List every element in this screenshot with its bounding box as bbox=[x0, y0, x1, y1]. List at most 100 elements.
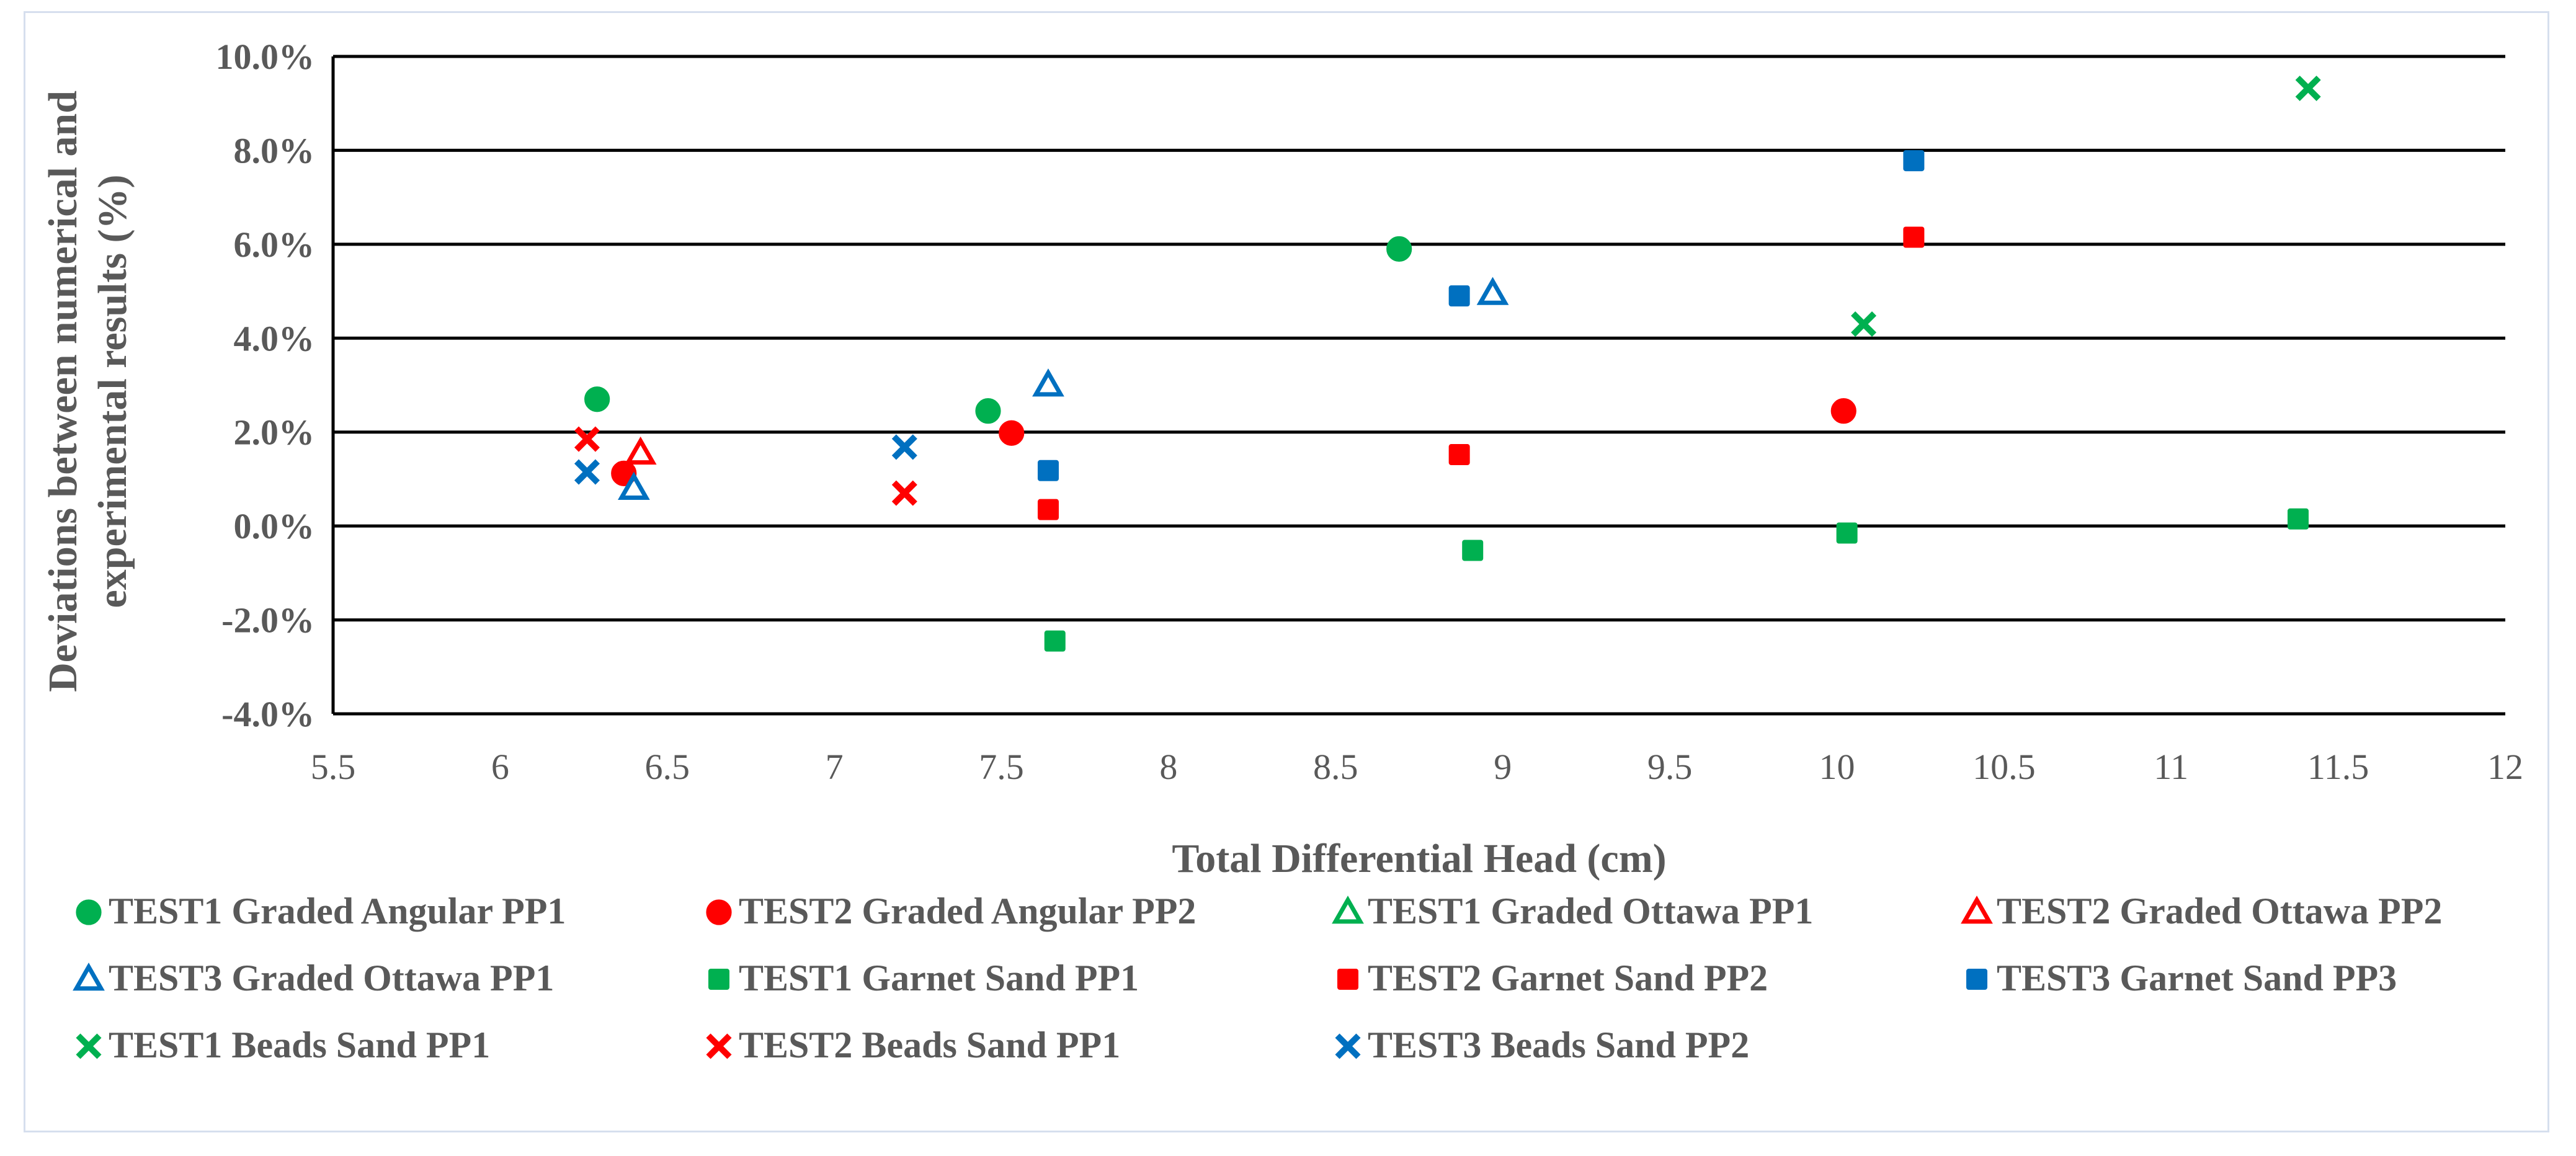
legend-marker bbox=[1332, 896, 1364, 924]
data-point bbox=[891, 480, 917, 506]
data-point bbox=[999, 420, 1025, 446]
data-points bbox=[574, 75, 2321, 652]
data-point bbox=[2287, 508, 2309, 530]
legend-item: TEST1 Graded Angular PP1 bbox=[76, 891, 566, 931]
data-point bbox=[1903, 226, 1925, 248]
x-tick-label: 10.5 bbox=[1972, 747, 2036, 787]
legend-marker bbox=[76, 899, 102, 925]
data-point bbox=[1836, 522, 1858, 544]
series-test2-graded-angular-pp2 bbox=[611, 398, 1856, 486]
y-tick-label: -4.0% bbox=[221, 694, 314, 734]
scatter-chart: -4.0% -2.0% 0.0% 2.0% 4.0% 6.0% 8.0% 10.0% 5.5 6… bbox=[40, 37, 2523, 1065]
x-tick-label: 7 bbox=[826, 747, 844, 787]
data-point bbox=[624, 436, 657, 465]
x-tick-label: 8 bbox=[1159, 747, 1177, 787]
legend-item: TEST3 Graded Ottawa PP1 bbox=[73, 958, 554, 998]
legend-marker bbox=[706, 1033, 732, 1059]
series-test1-beads-sand-pp1 bbox=[1851, 75, 2321, 337]
data-point bbox=[1851, 311, 1877, 337]
legend-label: TEST1 Graded Angular PP1 bbox=[109, 891, 566, 931]
x-tick-label: 9.5 bbox=[1647, 747, 1693, 787]
legend-label: TEST2 Graded Ottawa PP2 bbox=[1997, 891, 2442, 931]
legend: TEST1 Graded Angular PP1 TEST2 Graded Ang… bbox=[73, 891, 2442, 1065]
data-point bbox=[1903, 150, 1925, 172]
data-point bbox=[618, 471, 650, 500]
legend-marker bbox=[706, 899, 732, 925]
x-axis-title: Total Differential Head (cm) bbox=[1172, 836, 1666, 881]
x-tick-label: 9 bbox=[1494, 747, 1512, 787]
data-point bbox=[2295, 75, 2321, 101]
series-test2-garnet-sand-pp2 bbox=[1037, 226, 1925, 520]
series-test3-garnet-sand-pp3 bbox=[1037, 150, 1925, 481]
series-test1-graded-angular-pp1 bbox=[584, 236, 1412, 424]
legend-marker bbox=[1961, 896, 1993, 924]
legend-label: TEST2 Beads Sand PP1 bbox=[739, 1025, 1120, 1065]
y-tick-label: 10.0% bbox=[216, 37, 315, 77]
legend-label: TEST1 Beads Sand PP1 bbox=[109, 1025, 490, 1065]
data-point bbox=[1037, 460, 1059, 481]
gridlines bbox=[331, 55, 2505, 716]
legend-marker bbox=[76, 1033, 102, 1059]
legend-label: TEST1 Graded Ottawa PP1 bbox=[1368, 891, 1813, 931]
legend-item: TEST2 Garnet Sand PP2 bbox=[1337, 958, 1768, 998]
data-point bbox=[1448, 444, 1470, 466]
legend-label: TEST3 Beads Sand PP2 bbox=[1368, 1025, 1749, 1065]
series-test2-graded-ottawa-pp2 bbox=[624, 436, 657, 465]
series-test2-beads-sand-pp1 bbox=[574, 426, 917, 506]
x-tick-label: 5.5 bbox=[311, 747, 356, 787]
y-axis-title-line-1: Deviations between numerical and bbox=[40, 91, 86, 692]
series-test1-garnet-sand-pp1 bbox=[1044, 508, 2309, 652]
data-point bbox=[1044, 630, 1066, 652]
chart-frame: -4.0% -2.0% 0.0% 2.0% 4.0% 6.0% 8.0% 10.0% 5.5 6… bbox=[24, 11, 2549, 1132]
legend-marker bbox=[708, 969, 729, 990]
legend-marker bbox=[1337, 969, 1358, 990]
x-tick-label: 6.5 bbox=[645, 747, 690, 787]
legend-item: TEST2 Beads Sand PP1 bbox=[706, 1025, 1120, 1065]
x-tick-label: 10 bbox=[1819, 747, 1855, 787]
y-tick-label: 4.0% bbox=[234, 318, 315, 358]
legend-item: TEST3 Garnet Sand PP3 bbox=[1966, 958, 2397, 998]
legend-item: TEST1 Graded Ottawa PP1 bbox=[1332, 891, 1813, 931]
legend-label: TEST1 Garnet Sand PP1 bbox=[739, 958, 1139, 998]
data-point bbox=[1032, 368, 1064, 397]
data-point bbox=[891, 434, 917, 460]
legend-item: TEST3 Beads Sand PP2 bbox=[1335, 1025, 1749, 1065]
x-tick-label: 11 bbox=[2154, 747, 2188, 787]
legend-label: TEST2 Garnet Sand PP2 bbox=[1368, 958, 1768, 998]
y-tick-label: 8.0% bbox=[234, 130, 315, 171]
data-point bbox=[574, 426, 600, 452]
data-point bbox=[584, 386, 610, 412]
data-point bbox=[1476, 277, 1509, 305]
series-test3-graded-ottawa-pp1 bbox=[618, 277, 1509, 500]
y-tick-label: -2.0% bbox=[221, 600, 314, 641]
y-axis-title-line-2: experimental results (%) bbox=[90, 175, 135, 608]
x-tick-label: 12 bbox=[2487, 747, 2523, 787]
x-tick-labels: 5.5 6 6.5 7 7.5 8 8.5 9 9.5 10 10.5 11 11.5 12 bbox=[311, 747, 2523, 787]
data-point bbox=[1386, 236, 1412, 262]
data-point bbox=[1462, 540, 1484, 561]
legend-label: TEST2 Graded Angular PP2 bbox=[739, 891, 1196, 931]
legend-label: TEST3 Garnet Sand PP3 bbox=[1997, 958, 2397, 998]
y-tick-label: 2.0% bbox=[234, 412, 315, 453]
x-tick-label: 11.5 bbox=[2307, 747, 2369, 787]
x-tick-label: 8.5 bbox=[1313, 747, 1358, 787]
data-point bbox=[574, 459, 600, 485]
legend-marker bbox=[1966, 969, 1987, 990]
y-tick-labels: -4.0% -2.0% 0.0% 2.0% 4.0% 6.0% 8.0% 10.0% bbox=[216, 37, 315, 734]
x-tick-label: 7.5 bbox=[979, 747, 1024, 787]
legend-item: TEST1 Garnet Sand PP1 bbox=[708, 958, 1139, 998]
legend-marker bbox=[1335, 1033, 1361, 1059]
data-point bbox=[975, 398, 1001, 424]
data-point bbox=[1830, 398, 1856, 424]
legend-item: TEST2 Graded Angular PP2 bbox=[706, 891, 1196, 931]
legend-marker bbox=[73, 963, 105, 991]
y-tick-label: 6.0% bbox=[234, 225, 315, 265]
data-point bbox=[1037, 499, 1059, 520]
series-test3-beads-sand-pp2 bbox=[574, 434, 917, 485]
legend-item: TEST2 Graded Ottawa PP2 bbox=[1961, 891, 2442, 931]
legend-item: TEST1 Beads Sand PP1 bbox=[76, 1025, 490, 1065]
y-tick-label: 0.0% bbox=[234, 506, 315, 546]
legend-label: TEST3 Graded Ottawa PP1 bbox=[109, 958, 554, 998]
data-point bbox=[1448, 285, 1470, 307]
x-tick-label: 6 bbox=[491, 747, 509, 787]
